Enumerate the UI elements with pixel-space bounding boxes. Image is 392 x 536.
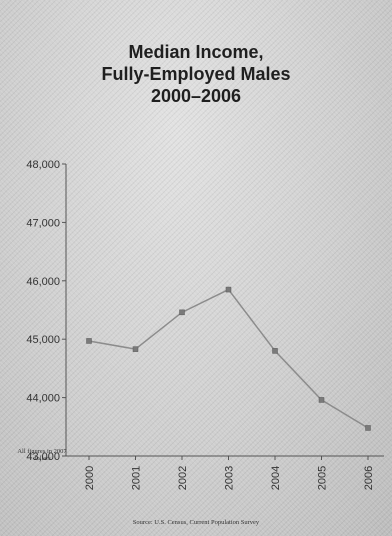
chart-title-line-2: Fully-Employed Males — [101, 64, 291, 84]
x-tick-label: 2003 — [224, 466, 236, 490]
x-tick-label: 2001 — [131, 466, 143, 490]
y-tick-label: 46,000 — [26, 276, 60, 288]
data-point — [365, 425, 371, 431]
chart-title-line-3: 2000–2006 — [150, 86, 242, 106]
chart-series — [86, 286, 371, 431]
chart-axes — [65, 164, 384, 457]
data-point — [179, 309, 185, 316]
y-tick-label: 48,000 — [26, 159, 60, 171]
y-tick-label: 47,000 — [26, 217, 60, 229]
x-tick-label: 2006 — [363, 466, 375, 490]
data-point — [86, 338, 92, 344]
x-tick-label: 2005 — [317, 466, 329, 490]
source-note: Source: U.S. Census, Current Population … — [132, 519, 260, 526]
y-tick-label: 43,000 — [26, 451, 60, 463]
chart-title-line-1: Median Income, — [128, 42, 264, 62]
series-line — [88, 288, 369, 429]
y-tick-label: 45,000 — [26, 334, 60, 346]
y-axis-ticks: 43,000 44,000 45,000 46,000 47,000 48,000 — [26, 159, 66, 463]
x-tick-label: 2002 — [177, 466, 189, 490]
y-tick-label: 44,000 — [26, 393, 60, 405]
x-tick-label: 2004 — [270, 466, 282, 490]
data-point — [318, 397, 325, 403]
data-point — [272, 348, 278, 354]
data-point — [132, 346, 139, 352]
x-tick-label: 2000 — [84, 466, 96, 490]
x-axis-ticks: 2000 2001 2002 2003 2004 2005 2006 — [84, 456, 375, 490]
data-point — [225, 286, 232, 293]
figures-note: All figures in 2007 dollars — [17, 448, 67, 462]
